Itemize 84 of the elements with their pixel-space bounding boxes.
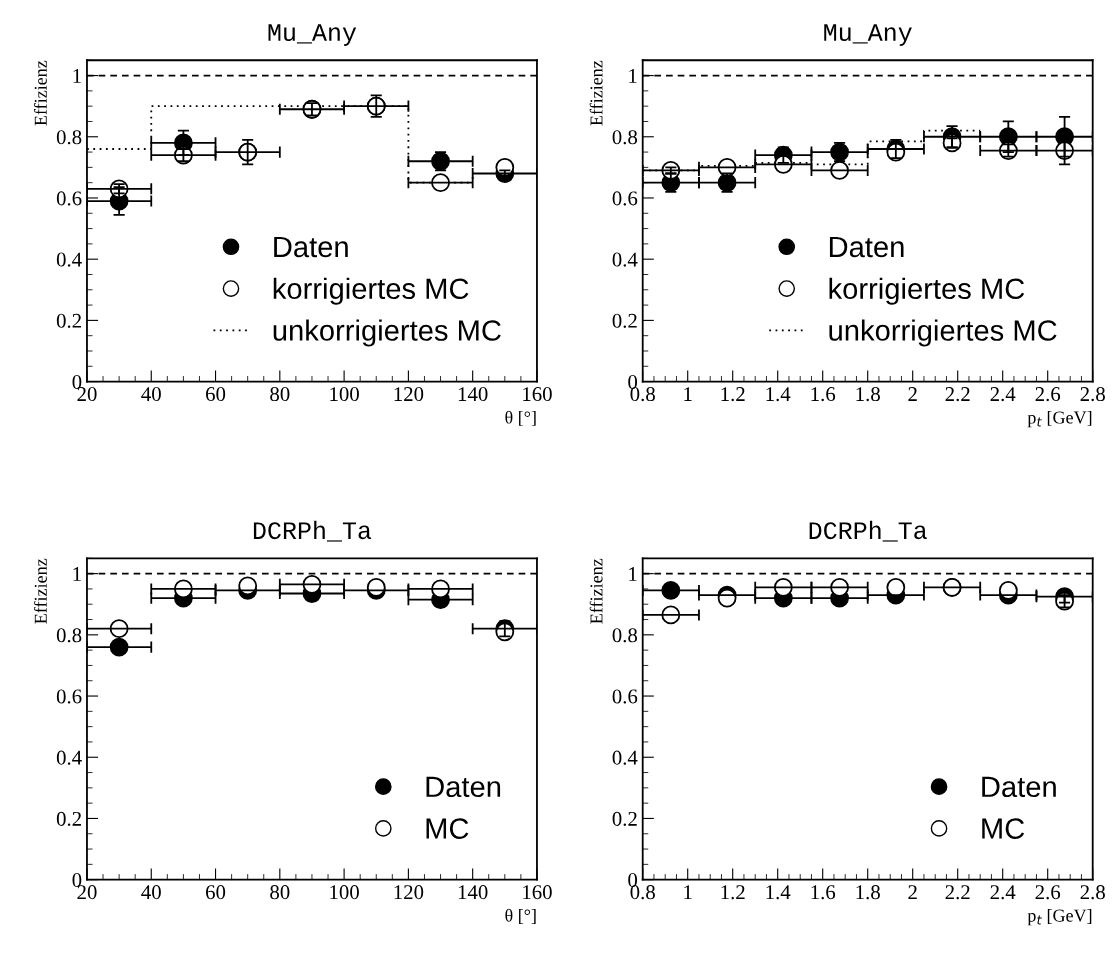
x-tick-label: 1.2 <box>721 387 745 402</box>
x-tick-label: 100 <box>330 885 359 900</box>
x-tick-label: 80 <box>270 387 290 402</box>
x-tick-label: 2 <box>908 885 917 899</box>
y-tick-label: 1 <box>629 69 637 83</box>
legend-label: korrigiertes MC <box>829 277 1025 305</box>
x-tick-label: 1.6 <box>811 387 836 402</box>
y-tick-label: 0.6 <box>56 191 82 206</box>
y-tick-label: 0.2 <box>612 811 637 826</box>
x-tick-label: 1 <box>684 387 692 401</box>
legend-label: Daten <box>274 236 348 258</box>
x-axis-title: θ [°] <box>505 908 536 924</box>
y-tick-label: 0.4 <box>56 252 82 267</box>
y-tick-label: 0.6 <box>612 191 638 206</box>
x-tick-label: 40 <box>141 885 161 900</box>
x-tick-label: 1.8 <box>856 885 880 900</box>
legend-label: unkorrigiertes MC <box>273 319 501 347</box>
y-tick-label: 0.2 <box>612 313 637 328</box>
y-axis-title: Effizienz <box>33 60 47 126</box>
x-tick-label: 1.2 <box>721 885 745 900</box>
x-tick-label: 140 <box>458 885 488 900</box>
y-tick-label: 0.6 <box>612 689 638 704</box>
chart-title: DCRPh_Ta <box>253 520 372 542</box>
y-tick-label: 0.4 <box>56 750 82 765</box>
x-tick-label: 1.4 <box>766 885 791 900</box>
y-tick-label: 0 <box>72 873 82 888</box>
x-tick-label: 160 <box>523 885 552 900</box>
point <box>661 581 681 600</box>
y-tick-label: 0 <box>72 374 82 390</box>
x-tick-label: 80 <box>270 885 290 900</box>
x-tick-label: 160 <box>523 387 552 402</box>
legend-label: unkorrigiertes MC <box>829 319 1057 347</box>
y-axis-title: Effizienz <box>33 558 47 624</box>
x-tick-label: 2.8 <box>1080 387 1105 402</box>
y-tick-label: 0.4 <box>612 252 638 267</box>
x-tick-label: 2.2 <box>945 885 970 900</box>
y-tick-label: 0.8 <box>56 628 82 643</box>
point <box>886 577 906 597</box>
x-tick-label: 60 <box>206 885 226 900</box>
y-tick-label: 1 <box>629 567 637 581</box>
legend-label: Daten <box>426 776 501 798</box>
x-tick-label: 2.6 <box>1035 885 1061 900</box>
legend-label: MC <box>982 818 1025 839</box>
x-tick-label: 2.4 <box>990 387 1016 402</box>
x-tick-label: 2 <box>908 387 917 401</box>
x-tick-label: 100 <box>330 387 359 402</box>
y-axis-title: Effizienz <box>589 558 603 624</box>
x-tick-label: 2.8 <box>1080 885 1105 900</box>
x-tick-label: 20 <box>77 387 97 402</box>
x-axis-title: p$_{t}$ [GeV] <box>1027 908 1092 926</box>
chart-title: Mu_Any <box>824 24 912 47</box>
x-tick-label: 60 <box>206 387 226 402</box>
legend-label: korrigiertes MC <box>273 277 469 305</box>
x-tick-label: 120 <box>394 885 424 900</box>
y-tick-label: 1 <box>73 69 81 83</box>
x-tick-label: 2.6 <box>1035 387 1061 402</box>
x-tick-label: 1.6 <box>811 885 836 900</box>
x-axis-title: p$_{t}$ [GeV] <box>1027 410 1092 428</box>
y-tick-label: 0.8 <box>56 130 82 145</box>
y-tick-label: 1 <box>73 567 81 581</box>
x-tick-label: 20 <box>77 885 97 900</box>
x-tick-label: 140 <box>458 387 488 402</box>
y-tick-label: 0.8 <box>612 130 638 145</box>
x-tick-label: 1.8 <box>856 387 880 402</box>
legend-label: Daten <box>982 776 1056 798</box>
x-tick-label: 2.4 <box>990 885 1016 900</box>
point <box>238 576 258 596</box>
x-tick-label: 120 <box>394 387 424 402</box>
y-tick-label: 0.8 <box>612 628 638 643</box>
y-axis-title: Effizienz <box>589 60 603 126</box>
y-tick-label: 0.2 <box>56 811 81 826</box>
legend-label: Daten <box>829 236 904 258</box>
x-tick-label: 2.2 <box>945 387 970 402</box>
x-tick-label: 1.4 <box>766 387 791 402</box>
chart-title: DCRPh_Ta <box>809 520 927 542</box>
y-tick-label: 0.6 <box>56 689 82 704</box>
chart-title: Mu_Any <box>268 24 357 47</box>
legend-label: MC <box>426 818 469 839</box>
point <box>830 161 849 180</box>
y-tick-label: 0.4 <box>612 750 638 765</box>
x-axis-title: θ [°] <box>505 410 536 426</box>
y-tick-label: 0.2 <box>56 313 81 328</box>
x-tick-label: 40 <box>141 387 161 402</box>
x-tick-label: 1 <box>684 885 692 899</box>
